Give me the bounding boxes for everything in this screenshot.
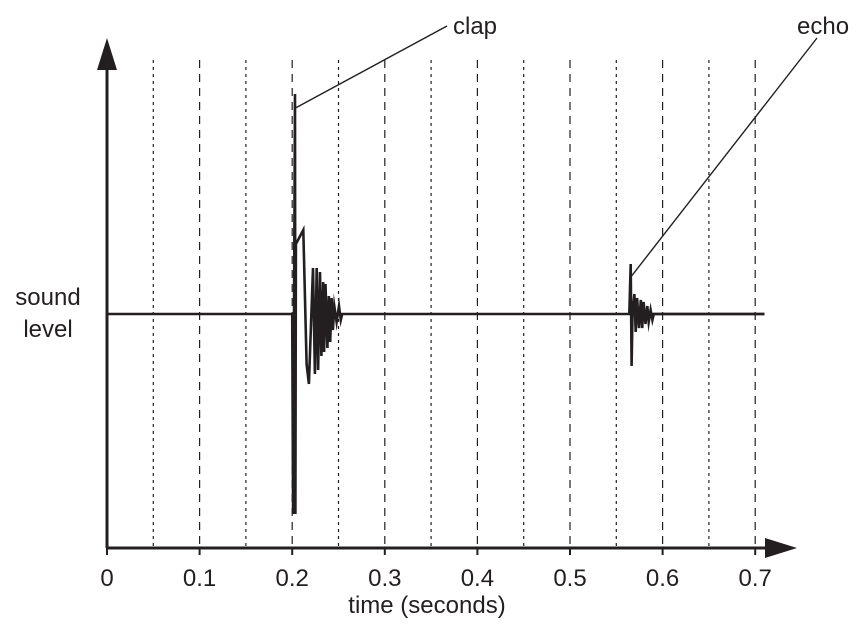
annotation-label: clap (453, 13, 497, 40)
gridlines (152, 60, 756, 548)
x-tick-label: 0.6 (646, 565, 679, 592)
series-group (107, 93, 765, 515)
y-axis-arrowhead (97, 38, 117, 70)
x-tick-label: 0.7 (739, 565, 772, 592)
x-tick-label: 0.2 (276, 565, 309, 592)
annotation-leader-line (631, 37, 818, 277)
x-axis-title: time (seconds) (348, 592, 505, 619)
x-tick-label: 0.1 (183, 565, 216, 592)
x-tick-label: 0.5 (553, 565, 586, 592)
axes (97, 38, 797, 558)
y-axis-title-line-1: sound (15, 284, 80, 311)
x-tick-label: 0.3 (368, 565, 401, 592)
y-axis-title-line-2: level (23, 316, 72, 343)
x-tick-label: 0.4 (461, 565, 494, 592)
x-axis-arrowhead (765, 538, 797, 558)
x-tick-label: 0 (100, 565, 113, 592)
x-tick-labels: 0 0.1 0.2 0.3 0.4 0.5 0.6 0.7 (100, 548, 772, 592)
annotation-label: echo (797, 13, 849, 40)
annotations: clap echo (295, 13, 849, 277)
waveform-series-1 (107, 93, 765, 515)
annotation-leader-line (295, 25, 448, 109)
waveform-series-2 (628, 263, 765, 367)
